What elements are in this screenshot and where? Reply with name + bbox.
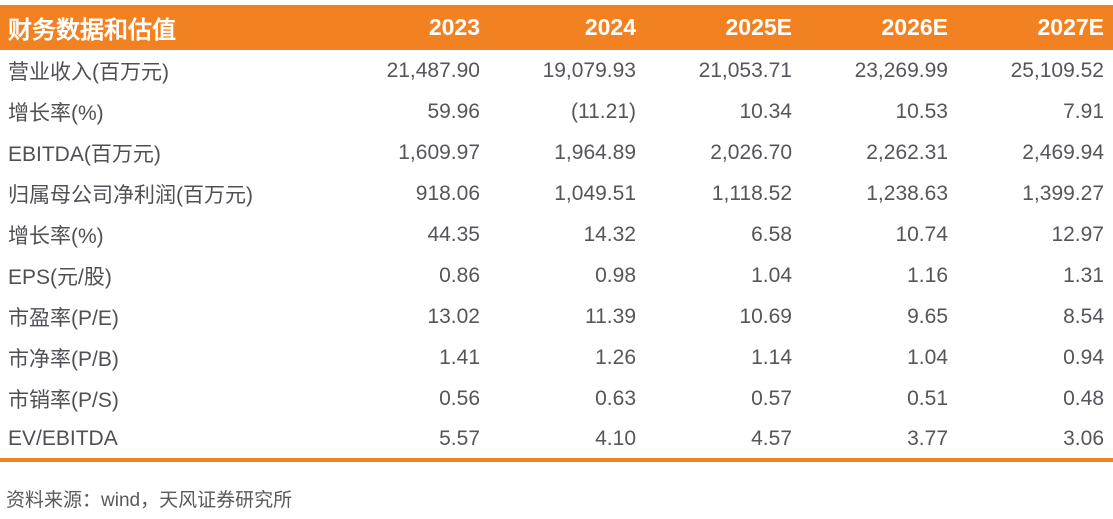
column-header-2026e: 2026E — [801, 5, 957, 50]
table-row: 市销率(P/S) 0.56 0.63 0.57 0.51 0.48 — [0, 378, 1113, 419]
cell-value: 1,609.97 — [398, 140, 480, 164]
cell-value: 0.48 — [1063, 386, 1104, 410]
cell-value: 0.94 — [1063, 345, 1104, 369]
cell-value: 3.77 — [907, 426, 948, 450]
table-row: EV/EBITDA 5.57 4.10 4.57 3.77 3.06 — [0, 419, 1113, 460]
cell-value: 4.10 — [595, 426, 636, 450]
row-label: 增长率(%) — [8, 101, 104, 125]
financial-data-table: 财务数据和估值 2023 2024 2025E 2026E 2027E 营业收入… — [0, 5, 1113, 462]
table-body: 营业收入(百万元) 21,487.90 19,079.93 21,053.71 … — [0, 50, 1113, 460]
row-label: 市净率(P/B) — [8, 347, 119, 371]
row-label: 市盈率(P/E) — [8, 306, 119, 330]
column-header-2024: 2024 — [489, 5, 645, 50]
cell-value: 1,964.89 — [554, 140, 636, 164]
cell-value: 25,109.52 — [1010, 58, 1104, 82]
row-label: EPS(元/股) — [8, 265, 112, 289]
cell-value: 11.39 — [585, 304, 636, 328]
table-header: 财务数据和估值 2023 2024 2025E 2026E 2027E — [0, 5, 1113, 50]
cell-value: 1,399.27 — [1022, 181, 1104, 205]
cell-value: 19,079.93 — [542, 58, 636, 82]
cell-value: 1.04 — [907, 345, 948, 369]
cell-value: (11.21) — [571, 99, 636, 123]
cell-value: 10.34 — [739, 99, 792, 123]
row-label: EV/EBITDA — [8, 426, 118, 450]
cell-value: 1.14 — [751, 345, 792, 369]
cell-value: 21,487.90 — [386, 58, 480, 82]
cell-value: 0.86 — [439, 263, 480, 287]
cell-value: 10.74 — [895, 222, 948, 246]
column-header-2023: 2023 — [333, 5, 489, 50]
cell-value: 44.35 — [427, 222, 480, 246]
cell-value: 5.57 — [439, 426, 480, 450]
cell-value: 10.69 — [739, 304, 792, 328]
cell-value: 2,262.31 — [866, 140, 948, 164]
header-row: 财务数据和估值 2023 2024 2025E 2026E 2027E — [0, 5, 1113, 50]
cell-value: 9.65 — [907, 304, 948, 328]
row-label: 营业收入(百万元) — [8, 60, 169, 84]
table-row: 归属母公司净利润(百万元) 918.06 1,049.51 1,118.52 1… — [0, 173, 1113, 214]
row-label: 归属母公司净利润(百万元) — [8, 183, 253, 207]
table-title: 财务数据和估值 — [0, 5, 333, 50]
cell-value: 13.02 — [427, 304, 480, 328]
table-row: 增长率(%) 59.96 (11.21) 10.34 10.53 7.91 — [0, 91, 1113, 132]
cell-value: 1.26 — [595, 345, 636, 369]
column-header-2027e: 2027E — [957, 5, 1113, 50]
cell-value: 3.06 — [1063, 426, 1104, 450]
cell-value: 0.98 — [595, 263, 636, 287]
table-row: 市净率(P/B) 1.41 1.26 1.14 1.04 0.94 — [0, 337, 1113, 378]
cell-value: 0.56 — [439, 386, 480, 410]
cell-value: 1.16 — [907, 263, 948, 287]
cell-value: 7.91 — [1063, 99, 1104, 123]
cell-value: 12.97 — [1051, 222, 1104, 246]
cell-value: 1,238.63 — [866, 181, 948, 205]
cell-value: 8.54 — [1063, 304, 1104, 328]
table-row: 增长率(%) 44.35 14.32 6.58 10.74 12.97 — [0, 214, 1113, 255]
cell-value: 59.96 — [427, 99, 480, 123]
row-label: EBITDA(百万元) — [8, 142, 161, 166]
cell-value: 1.31 — [1063, 263, 1104, 287]
cell-value: 23,269.99 — [854, 58, 948, 82]
cell-value: 6.58 — [751, 222, 792, 246]
table-row: EPS(元/股) 0.86 0.98 1.04 1.16 1.31 — [0, 255, 1113, 296]
cell-value: 1.41 — [439, 345, 480, 369]
row-label: 市销率(P/S) — [8, 388, 119, 412]
cell-value: 2,469.94 — [1022, 140, 1104, 164]
cell-value: 14.32 — [583, 222, 636, 246]
cell-value: 1,049.51 — [554, 181, 636, 205]
table-row: 市盈率(P/E) 13.02 11.39 10.69 9.65 8.54 — [0, 296, 1113, 337]
table-row: EBITDA(百万元) 1,609.97 1,964.89 2,026.70 2… — [0, 132, 1113, 173]
cell-value: 10.53 — [895, 99, 948, 123]
cell-value: 0.51 — [907, 386, 948, 410]
source-note: 资料来源：wind，天风证券研究所 — [6, 490, 293, 511]
table-row: 营业收入(百万元) 21,487.90 19,079.93 21,053.71 … — [0, 50, 1113, 91]
cell-value: 21,053.71 — [698, 58, 792, 82]
cell-value: 2,026.70 — [710, 140, 792, 164]
cell-value: 1.04 — [751, 263, 792, 287]
cell-value: 4.57 — [751, 426, 792, 450]
cell-value: 0.57 — [751, 386, 792, 410]
cell-value: 918.06 — [415, 181, 480, 205]
cell-value: 0.63 — [595, 386, 636, 410]
cell-value: 1,118.52 — [711, 181, 792, 205]
column-header-2025e: 2025E — [645, 5, 801, 50]
row-label: 增长率(%) — [8, 224, 104, 248]
